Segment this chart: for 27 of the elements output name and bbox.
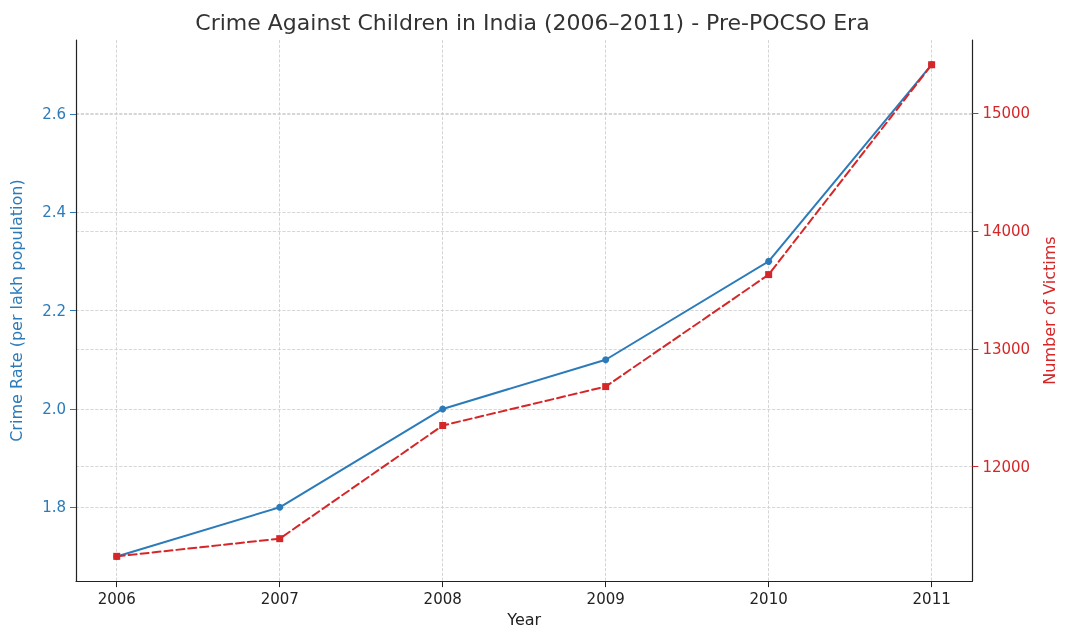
x-tick-label: 2007 bbox=[260, 589, 299, 608]
x-tick-label: 2006 bbox=[97, 589, 136, 608]
point bbox=[439, 405, 447, 413]
y2-tick-label: 12000 bbox=[982, 457, 1031, 476]
point bbox=[276, 535, 284, 543]
y-axis-title: Crime Rate (per lakh population) bbox=[6, 179, 26, 442]
x-tick-label: 2011 bbox=[912, 589, 951, 608]
y2-axis-title: Number of Victims bbox=[1039, 236, 1059, 385]
point bbox=[765, 271, 773, 279]
y-tick-label: 2.2 bbox=[42, 301, 66, 320]
x-tick-label: 2009 bbox=[586, 589, 625, 608]
x-tick-label: 2008 bbox=[423, 589, 462, 608]
y2-tick-label: 13000 bbox=[982, 339, 1031, 358]
y-tick-label: 2.6 bbox=[42, 104, 66, 123]
y-tick-label: 1.8 bbox=[42, 498, 66, 517]
chart-title: Crime Against Children in India (2006–2011) - Pre-POCSO Era bbox=[195, 9, 870, 35]
y2-tick-label: 14000 bbox=[982, 221, 1031, 240]
point bbox=[276, 503, 284, 511]
y-tick-label: 2.4 bbox=[42, 203, 66, 222]
y2-tick-label: 15000 bbox=[982, 104, 1031, 123]
point bbox=[439, 421, 447, 429]
y-tick-label: 2.0 bbox=[42, 399, 66, 418]
x-tick-label: 2010 bbox=[749, 589, 788, 608]
x-axis-title: Year bbox=[506, 609, 542, 629]
point bbox=[765, 257, 773, 265]
point bbox=[602, 383, 610, 391]
point bbox=[602, 356, 610, 364]
